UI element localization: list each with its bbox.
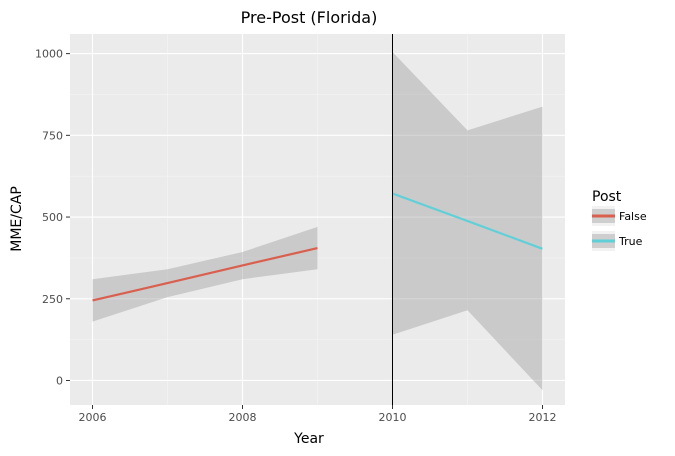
chart-title: Pre-Post (Florida) xyxy=(241,8,378,27)
series-line-true xyxy=(392,192,543,250)
series-line-false xyxy=(92,247,318,302)
x-tick-label: 2008 xyxy=(229,411,257,424)
y-axis-ticks: 0 250 500 750 1000 xyxy=(35,48,70,387)
y-tick-label: 500 xyxy=(42,211,63,224)
legend-title: Post xyxy=(592,189,622,205)
y-tick-label: 250 xyxy=(42,293,63,306)
y-tick-label: 0 xyxy=(56,374,63,387)
legend-label-false: False xyxy=(619,210,647,223)
y-tick-label: 1000 xyxy=(35,48,63,61)
x-axis-title: Year xyxy=(293,431,324,447)
y-axis-title: MME/CAP xyxy=(9,186,25,252)
y-tick-label: 750 xyxy=(42,129,63,142)
x-tick-label: 2006 xyxy=(79,411,107,424)
x-tick-label: 2012 xyxy=(529,411,557,424)
x-axis-ticks: 2006 2008 2010 2012 xyxy=(79,405,557,424)
series-lines xyxy=(92,192,543,302)
legend-label-true: True xyxy=(618,235,643,248)
grid-minor xyxy=(70,34,565,405)
legend: Post False True xyxy=(592,189,647,251)
x-tick-label: 2010 xyxy=(379,411,407,424)
